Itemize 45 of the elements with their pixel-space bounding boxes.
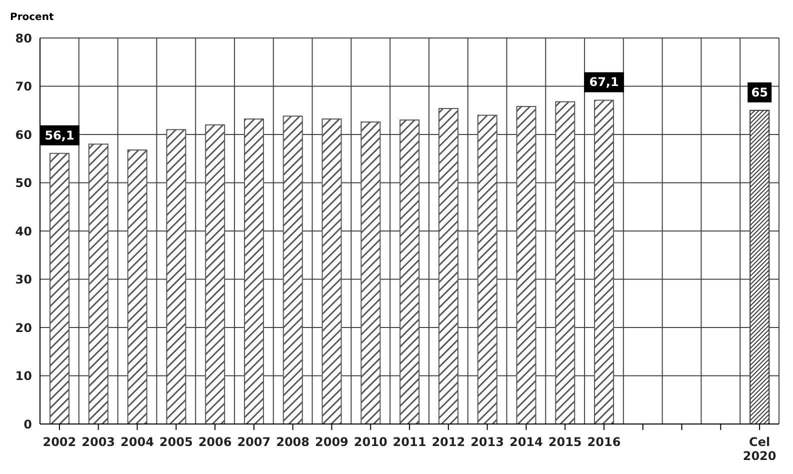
bar <box>166 129 186 424</box>
x-tick-label: 2011 <box>392 435 426 449</box>
x-tick-label: 2006 <box>198 435 232 449</box>
x-tick-label: 2010 <box>354 435 388 449</box>
x-tick-label: 2016 <box>587 435 621 449</box>
data-label: 67,1 <box>589 75 619 90</box>
x-tick-label: 2007 <box>237 435 271 449</box>
bar <box>750 110 770 424</box>
bar <box>88 144 108 424</box>
x-tick-label: 2009 <box>315 435 348 449</box>
x-tick-label: 2015 <box>548 435 582 449</box>
bar <box>477 114 498 424</box>
bar <box>282 116 303 424</box>
x-tick-label: 2002 <box>42 435 76 449</box>
y-tick-label: 50 <box>15 176 32 190</box>
bar <box>594 100 614 424</box>
x-tick-label: 2004 <box>120 435 154 449</box>
x-tick-label: 2005 <box>159 435 193 449</box>
x-tick-label: 2012 <box>432 435 466 449</box>
x-tick-label: 2008 <box>276 435 310 449</box>
bar <box>322 118 342 424</box>
x-tick-label: Cel 2020 <box>742 435 776 463</box>
data-label: 56,1 <box>44 128 74 142</box>
bar <box>516 106 536 424</box>
y-tick-label: 0 <box>24 417 32 432</box>
y-tick-label: 80 <box>15 31 32 46</box>
bar <box>555 101 576 424</box>
y-tick-label: 20 <box>15 320 32 335</box>
y-tick-label: 70 <box>15 80 32 94</box>
bar <box>244 118 264 424</box>
bar <box>400 120 420 424</box>
data-label: 65 <box>751 85 768 100</box>
x-tick-label: 2014 <box>509 435 543 449</box>
y-tick-label: 60 <box>15 128 32 142</box>
bar <box>127 149 148 424</box>
x-tick-label: 2013 <box>470 435 504 449</box>
bar <box>205 124 226 424</box>
bar <box>360 121 381 424</box>
bar <box>50 152 70 424</box>
y-tick-label: 10 <box>15 369 32 384</box>
bar <box>438 108 458 424</box>
y-tick-label: 40 <box>15 224 32 238</box>
y-axis-title: Procent <box>10 12 54 23</box>
x-tick-label: 2003 <box>82 435 116 449</box>
y-tick-label: 30 <box>15 272 32 287</box>
